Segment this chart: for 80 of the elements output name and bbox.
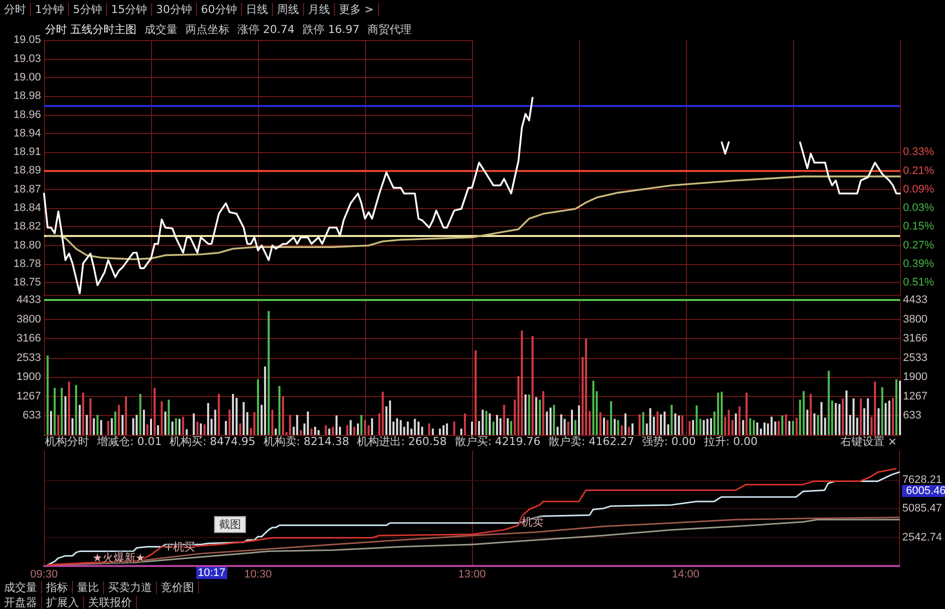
y-tick-label: 1900: [903, 371, 928, 384]
y-tick-label: 18.78: [13, 258, 41, 270]
text: 开盘器: [0, 596, 42, 609]
text: 指标: [42, 581, 73, 594]
y-tick-label: 18.84: [13, 202, 41, 214]
text: 日线: [242, 3, 273, 16]
annotation: 散户买: 4219.76: [454, 435, 541, 448]
y-tick-label: 19.00: [13, 72, 41, 84]
y-tick-label: 633: [22, 410, 41, 422]
annotation: 机构卖: 8214.38: [263, 435, 350, 448]
text: 成交量: [0, 581, 42, 594]
y-tick-label: 5085.47: [902, 502, 942, 514]
annotation: 机构买: 8474.95: [170, 435, 256, 448]
y-tick-label: 18.75: [13, 276, 41, 289]
y2-tick-label: 0.39%: [903, 258, 934, 270]
text: 量比: [73, 581, 104, 594]
text: 月线: [304, 3, 335, 16]
y-tick-label: 3166: [903, 332, 928, 345]
y-tick-label: 4433: [903, 294, 928, 306]
y-tick-label: 2533: [903, 352, 928, 364]
annotation: 机构分时: [45, 435, 89, 448]
y-tick-label: 18.91: [13, 146, 41, 158]
text: 两点坐标: [186, 23, 230, 36]
y-tick-label: 2533: [16, 352, 41, 364]
text: 买卖力道: [104, 581, 157, 594]
y-tick-label: 18.98: [13, 90, 41, 102]
annotation: 拉升: 0.00: [704, 435, 758, 448]
y-tick-label: 18.80: [13, 239, 41, 252]
text: 60分钟: [197, 3, 242, 16]
y-tick-label: 18.82: [13, 220, 41, 233]
text: 6005.46: [904, 485, 945, 497]
text: 30分钟: [152, 3, 197, 16]
y-tick-label: 1267: [16, 390, 41, 402]
x-tick-label: 13:00: [458, 568, 486, 580]
y-tick-label: 7628.21: [902, 474, 942, 486]
annotation: 增减仓: 0.01: [97, 435, 162, 448]
y2-tick-label: 0.21%: [903, 164, 934, 177]
text: 成交量: [144, 23, 178, 36]
x-tick-label: 14:00: [672, 568, 700, 580]
y-tick-label: 18.89: [13, 164, 41, 177]
y2-tick-label: 0.51%: [903, 276, 934, 289]
text: 跌停 16.97: [302, 23, 360, 36]
text: 关联报价: [84, 596, 137, 609]
annotation: 机构进出: 260.58: [357, 435, 447, 448]
text: 涨停 20.74: [238, 23, 294, 36]
annotation: 10:17: [196, 567, 228, 579]
annotation: 散户卖: 4162.27: [548, 435, 634, 448]
text: 1分钟: [31, 3, 69, 16]
text: 15分钟: [107, 3, 152, 16]
y-tick-label: 19.05: [13, 34, 41, 46]
chart-title: 分时 五线分时主图: [45, 23, 136, 36]
y2-tick-label: 0.03%: [903, 202, 934, 214]
y-tick-label: 1267: [903, 390, 928, 402]
y-tick-label: 4433: [16, 294, 41, 306]
annotation: 截图: [214, 516, 246, 533]
y-tick-label: 1900: [16, 371, 41, 384]
text: 扩展入: [42, 596, 84, 609]
text: 分时: [0, 3, 31, 16]
y-tick-label: 19.03: [13, 52, 41, 65]
y-tick-label: 3800: [16, 313, 41, 326]
annotation: 强势: 0.00: [642, 435, 696, 448]
text: 周线: [273, 3, 304, 16]
y-tick-label: 18.94: [13, 127, 41, 140]
x-tick-label: 10:30: [244, 568, 272, 580]
y-tick-label: 3800: [903, 313, 928, 326]
y2-tick-label: 0.15%: [903, 220, 934, 233]
text: 更多 >: [335, 3, 379, 16]
y-tick-label: 2542.74: [902, 531, 942, 544]
y-tick-label: 3166: [16, 332, 41, 345]
x-tick-label: 09:30: [30, 568, 58, 580]
y2-tick-label: 0.27%: [903, 239, 934, 252]
text: 5分钟: [69, 3, 107, 16]
y-tick-label: 18.96: [13, 108, 41, 121]
text: 商贸代理: [368, 23, 412, 36]
annotation: 右键设置 ×: [840, 435, 897, 448]
y2-tick-label: 0.09%: [903, 183, 934, 196]
y-tick-label: 18.87: [13, 183, 41, 196]
y2-tick-label: 0.33%: [903, 146, 934, 158]
text: 竞价图: [157, 581, 199, 594]
y-tick-label: 633: [903, 410, 922, 422]
